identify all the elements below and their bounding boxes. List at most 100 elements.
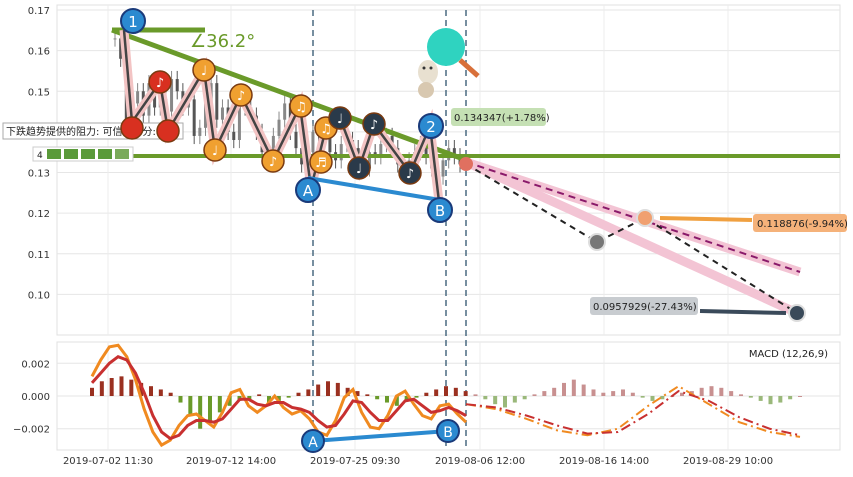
mid-arrow [659, 216, 753, 222]
forecast-purple-dash [465, 161, 801, 273]
macd-bar [375, 396, 380, 400]
end-price-tag: 0.0957929(-27.43%) [590, 297, 698, 315]
svg-text:A: A [308, 435, 318, 451]
svg-text:1: 1 [128, 13, 138, 31]
note-bubble [398, 161, 422, 185]
candle-body [220, 107, 224, 120]
price-y-tick: 0.16 [28, 47, 50, 58]
macd-bar [621, 389, 625, 396]
candle-body [170, 79, 174, 112]
resistance-note: 下跌趋势提供的阻力: 可信度评分: 4.0 [2, 122, 184, 140]
candle-body [119, 38, 123, 59]
macd-bar [385, 396, 389, 403]
candle-body [136, 91, 140, 104]
svg-text:0.134347(+1.78%): 0.134347(+1.78%) [454, 113, 550, 124]
price-y-tick: 0.13 [28, 169, 50, 180]
note-glyph: ♫ [295, 100, 307, 115]
macd-bar [522, 396, 527, 400]
price-y-tick: 0.17 [28, 6, 50, 17]
note-bubble [120, 116, 144, 140]
note-bubble [229, 83, 253, 107]
svg-text:A: A [303, 182, 314, 200]
macd-bar [394, 396, 399, 406]
macd-bar [729, 391, 734, 396]
svg-text:下跌趋势提供的阻力: 可信度评分: 4.0: 下跌趋势提供的阻力: 可信度评分: 4.0 [6, 125, 175, 138]
candle-body [277, 119, 281, 136]
macd-bar [355, 391, 360, 396]
macd-bar [680, 392, 684, 396]
macd-bar [109, 378, 114, 396]
macd-bar [719, 387, 724, 396]
macd-bar [640, 396, 645, 398]
candle-body [379, 144, 383, 157]
wave-label-1: 1 [120, 8, 146, 34]
candle-body [452, 148, 456, 157]
svg-text:4: 4 [37, 151, 43, 161]
macd-bar [444, 386, 448, 396]
macd-bar [483, 396, 488, 400]
x-tick: 2019-08-06 12:00 [435, 456, 525, 467]
macd-bar [326, 381, 330, 396]
macd-bar [404, 396, 409, 401]
macd-bar [306, 389, 311, 396]
svg-text:B: B [435, 202, 445, 220]
note-bubble [362, 112, 386, 136]
note-glyph: ♪ [370, 118, 378, 133]
macd-bar [630, 392, 635, 396]
x-tick: 2019-08-16 14:00 [559, 456, 649, 467]
macd-bar [227, 396, 232, 406]
macd-bar [532, 394, 537, 396]
macd-y-tick: −0.002 [13, 425, 50, 436]
macd-bar [571, 379, 576, 396]
macd-bar [453, 387, 458, 396]
macd-bar [119, 376, 124, 396]
macd-bar [434, 389, 439, 396]
macd-bar [296, 392, 301, 396]
vertical-markers [312, 10, 467, 450]
x-tick: 2019-07-25 09:30 [310, 456, 400, 467]
candle-body [175, 79, 179, 92]
note-bubble [328, 106, 352, 130]
macd-bar [650, 396, 655, 401]
macd-wave-label-b: B [436, 419, 460, 443]
forecast-signal-line [465, 389, 801, 437]
candle-body [203, 103, 207, 128]
mascot-icon [418, 28, 480, 98]
candle-body [339, 144, 343, 161]
macd-bar [748, 396, 753, 398]
macd-bar [542, 391, 547, 396]
macd-bar [335, 382, 340, 396]
note-glyph: ♩ [212, 144, 218, 159]
macd-bar [276, 396, 281, 401]
note-bubble [192, 58, 216, 82]
forecast-mid-dot [636, 209, 654, 227]
forecast-band-lower [464, 157, 799, 318]
candle-body [271, 135, 275, 157]
macd-bar [463, 391, 468, 396]
macd-bar [198, 396, 203, 429]
note-bubble [289, 94, 313, 118]
candle-body [294, 131, 298, 149]
macd-bar [178, 396, 183, 403]
note-glyph: ♫ [320, 122, 332, 137]
macd-bar [316, 384, 321, 396]
macd-bar [562, 382, 566, 396]
macd-y-axis: −0.002 0.000 0.002 [13, 359, 50, 435]
macd-bar [758, 396, 763, 401]
macd-bar [414, 396, 419, 398]
candle-body [328, 127, 332, 153]
macd-bar [601, 392, 606, 396]
macd-bar [552, 387, 557, 396]
macd-bar [129, 379, 134, 396]
note-glyph: ♩ [201, 64, 207, 79]
macd-bar [503, 396, 507, 408]
x-axis: 2019-07-02 11:30 2019-07-12 14:00 2019-07-… [63, 456, 773, 467]
price-y-tick: 0.15 [28, 87, 50, 98]
macd-bar [217, 396, 222, 413]
macd-bar [286, 396, 291, 398]
note-glyph: ♪ [237, 89, 245, 104]
candle-body [368, 152, 372, 169]
svg-text:2: 2 [426, 118, 436, 136]
macd-bar [512, 396, 517, 403]
